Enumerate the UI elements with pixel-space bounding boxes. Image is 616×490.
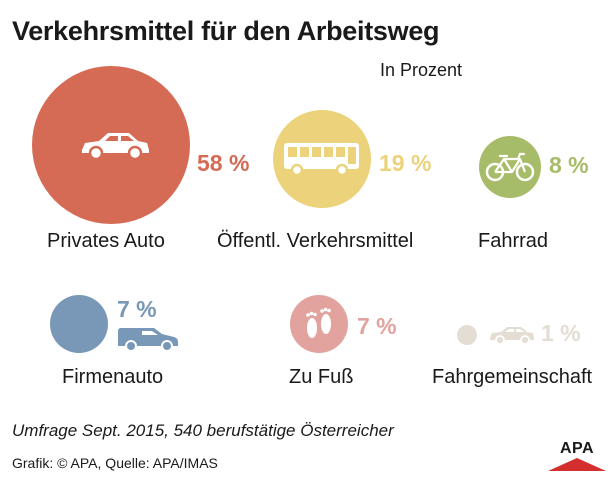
footprints-icon (306, 307, 331, 338)
bus-icon (284, 143, 359, 177)
apa-logo: APA (546, 440, 608, 473)
category-label-fahrrad: Fahrrad (478, 230, 549, 252)
van-icon (118, 328, 178, 352)
value-label-oeffentl-verkehrsmittel: 19 % (379, 150, 432, 176)
car-icon (490, 327, 534, 345)
chart-subtitle: In Prozent (380, 60, 463, 80)
value-label-firmenauto: 7 % (117, 296, 157, 322)
bubble-zu-fuss (290, 295, 348, 353)
bubble-firmenauto (50, 295, 108, 353)
category-label-firmenauto: Firmenauto (62, 366, 164, 388)
car-icon (82, 133, 149, 160)
value-label-privates-auto: 58 % (197, 150, 250, 176)
category-label-zu-fuss: Zu Fuß (289, 366, 354, 388)
source-credit: Grafik: © APA, Quelle: APA/IMAS (12, 455, 218, 471)
value-label-zu-fuss: 7 % (357, 313, 397, 339)
value-label-fahrgemeinschaft: 1 % (541, 320, 581, 346)
value-label-fahrrad: 8 % (549, 152, 589, 178)
bubble-fahrgemeinschaft (457, 325, 477, 345)
survey-note: Umfrage Sept. 2015, 540 berufstätige Öst… (12, 421, 394, 440)
logo-text: APA (559, 440, 595, 457)
category-label-privates-auto: Privates Auto (47, 230, 165, 252)
bicycle-icon (485, 152, 535, 182)
chart-title: Verkehrsmittel für den Arbeitsweg (12, 16, 440, 46)
category-label-fahrgemeinschaft: Fahrgemeinschaft (432, 366, 593, 388)
category-label-oeffentl-verkehrsmittel: Öffentl. Verkehrsmittel (217, 230, 414, 252)
